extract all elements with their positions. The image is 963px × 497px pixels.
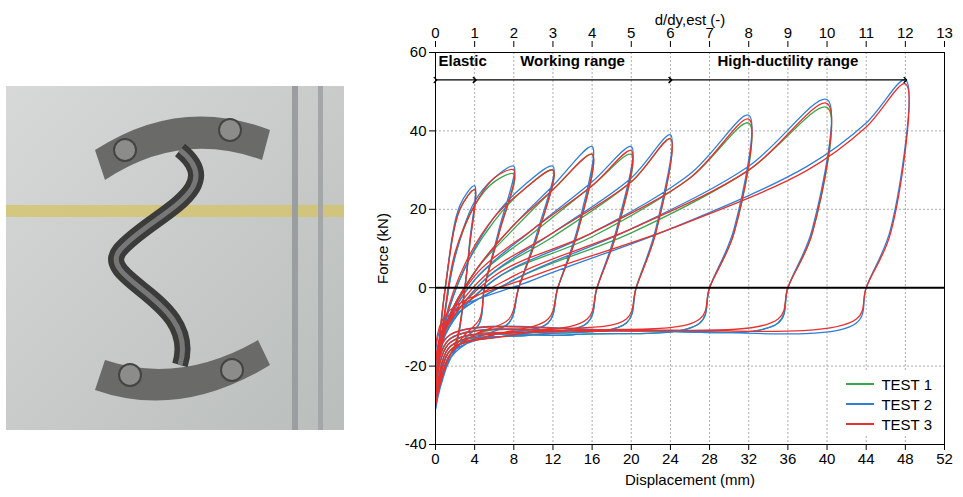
- svg-text:6: 6: [666, 23, 675, 41]
- svg-text:7: 7: [705, 23, 714, 41]
- svg-text:20: 20: [623, 450, 640, 467]
- svg-text:32: 32: [740, 450, 757, 467]
- html-text:TEST 3: TEST 3: [881, 415, 932, 433]
- svg-text:9: 9: [784, 24, 792, 41]
- svg-text:-20: -20: [405, 357, 427, 374]
- svg-text:Working range: Working range: [520, 52, 625, 69]
- svg-text:-40: -40: [405, 435, 427, 452]
- svg-text:16: 16: [584, 450, 601, 467]
- svg-text:5: 5: [627, 24, 635, 41]
- html-text:TEST 1: TEST 1: [881, 375, 932, 393]
- svg-text:0: 0: [418, 279, 426, 296]
- svg-text:Displacement (mm): Displacement (mm): [625, 471, 755, 488]
- svg-text:8: 8: [745, 24, 753, 41]
- svg-text:d/dy,est (-): d/dy,est (-): [655, 11, 726, 28]
- svg-text:28: 28: [701, 450, 718, 467]
- svg-text:4: 4: [588, 24, 596, 41]
- svg-text:40: 40: [410, 122, 427, 139]
- svg-text:High-ductility range: High-ductility range: [717, 52, 858, 69]
- svg-text:44: 44: [858, 450, 875, 467]
- svg-text:11: 11: [858, 24, 874, 41]
- svg-text:8: 8: [510, 450, 518, 467]
- svg-text:12: 12: [897, 24, 914, 41]
- svg-text:1: 1: [470, 24, 478, 41]
- svg-text:0: 0: [431, 24, 439, 41]
- svg-text:13: 13: [936, 24, 953, 41]
- svg-text:20: 20: [410, 200, 427, 217]
- html-text:TEST 2: TEST 2: [881, 395, 932, 413]
- svg-text:Force (kN): Force (kN): [374, 213, 391, 284]
- svg-text:60: 60: [410, 43, 427, 60]
- svg-text:52: 52: [936, 450, 953, 467]
- svg-text:0: 0: [431, 450, 439, 467]
- svg-text:3: 3: [549, 24, 557, 41]
- svg-text:24: 24: [662, 450, 679, 467]
- svg-text:2: 2: [510, 24, 518, 41]
- svg-text:48: 48: [897, 450, 914, 467]
- svg-text:36: 36: [780, 450, 797, 467]
- svg-text:4: 4: [470, 450, 478, 467]
- svg-text:40: 40: [819, 450, 836, 467]
- svg-text:10: 10: [819, 24, 836, 41]
- svg-text:12: 12: [545, 450, 562, 467]
- svg-text:Elastic: Elastic: [439, 52, 487, 69]
